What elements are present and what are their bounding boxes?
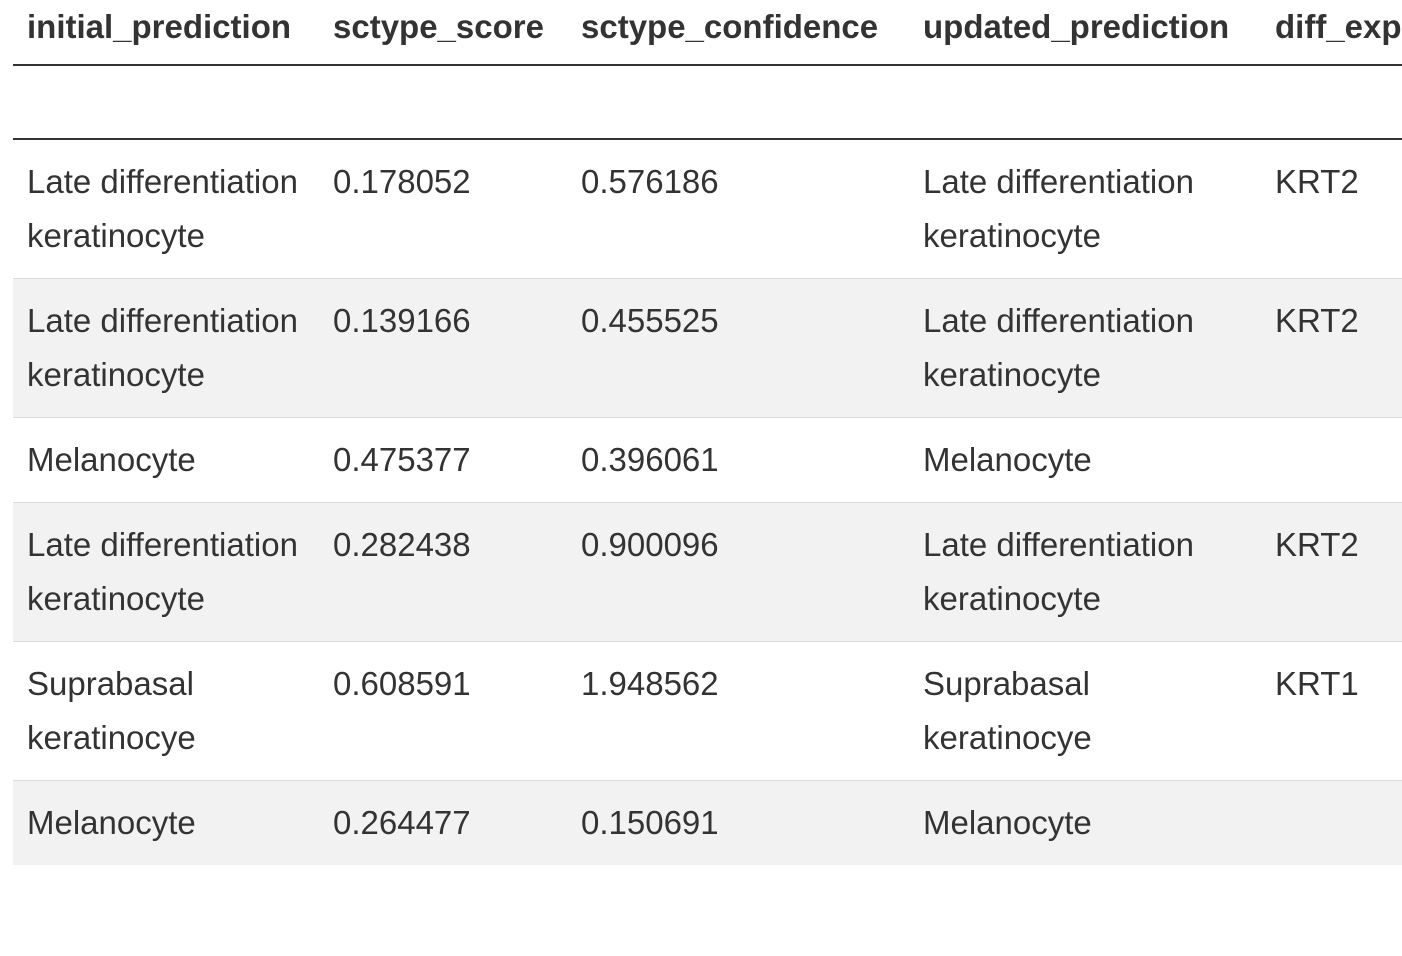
cell-diff-exp: KRT2 (1261, 502, 1402, 642)
column-header-initial-prediction: initial_prediction (13, 0, 319, 66)
cell-updated-prediction: Melanocyte (909, 780, 1261, 865)
cell-updated-prediction: Late differentiation keratinocyte (909, 139, 1261, 279)
spacer-cell (909, 65, 1261, 140)
cell-initial-prediction: Late differentiation keratinocyte (13, 278, 319, 418)
cell-sctype-score: 0.282438 (319, 502, 567, 642)
table-row: Late differentiation keratinocyte 0.2824… (13, 502, 1402, 642)
cell-updated-prediction: Melanocyte (909, 417, 1261, 503)
header-spacer-row (13, 65, 1402, 140)
cell-sctype-confidence: 0.455525 (567, 278, 909, 418)
cell-sctype-score: 0.608591 (319, 641, 567, 781)
results-table: initial_prediction sctype_score sctype_c… (13, 0, 1402, 865)
column-header-sctype-score: sctype_score (319, 0, 567, 66)
column-header-diff-exp: diff_exp (1261, 0, 1402, 66)
cell-sctype-confidence: 0.150691 (567, 780, 909, 865)
cell-updated-prediction: Late differentiation keratinocyte (909, 502, 1261, 642)
cell-diff-exp (1261, 417, 1402, 503)
table-row: Melanocyte 0.475377 0.396061 Melanocyte (13, 417, 1402, 503)
cell-sctype-confidence: 0.396061 (567, 417, 909, 503)
column-header-updated-prediction: updated_prediction (909, 0, 1261, 66)
cell-sctype-confidence: 1.948562 (567, 641, 909, 781)
cell-sctype-score: 0.139166 (319, 278, 567, 418)
cell-initial-prediction: Late differentiation keratinocyte (13, 502, 319, 642)
cell-initial-prediction: Late differentiation keratinocyte (13, 139, 319, 279)
cell-sctype-confidence: 0.576186 (567, 139, 909, 279)
table-row: Late differentiation keratinocyte 0.1780… (13, 139, 1402, 279)
cell-sctype-score: 0.178052 (319, 139, 567, 279)
cell-diff-exp (1261, 780, 1402, 865)
cell-initial-prediction: Melanocyte (13, 780, 319, 865)
cell-sctype-confidence: 0.900096 (567, 502, 909, 642)
spacer-cell (319, 65, 567, 140)
spacer-cell (13, 65, 319, 140)
cell-sctype-score: 0.264477 (319, 780, 567, 865)
header-row: initial_prediction sctype_score sctype_c… (13, 0, 1402, 66)
column-header-sctype-confidence: sctype_confidence (567, 0, 909, 66)
cell-sctype-score: 0.475377 (319, 417, 567, 503)
table-row: Late differentiation keratinocyte 0.1391… (13, 278, 1402, 418)
table-row: Suprabasal keratinocye 0.608591 1.948562… (13, 641, 1402, 781)
table-row: Melanocyte 0.264477 0.150691 Melanocyte (13, 780, 1402, 865)
spacer-cell (567, 65, 909, 140)
spacer-cell (1261, 65, 1402, 140)
cell-initial-prediction: Suprabasal keratinocye (13, 641, 319, 781)
cell-updated-prediction: Suprabasal keratinocye (909, 641, 1261, 781)
cell-updated-prediction: Late differentiation keratinocyte (909, 278, 1261, 418)
cell-diff-exp: KRT2 (1261, 139, 1402, 279)
cell-diff-exp: KRT2 (1261, 278, 1402, 418)
cell-diff-exp: KRT1 (1261, 641, 1402, 781)
cell-initial-prediction: Melanocyte (13, 417, 319, 503)
table-container: initial_prediction sctype_score sctype_c… (13, 0, 1402, 956)
